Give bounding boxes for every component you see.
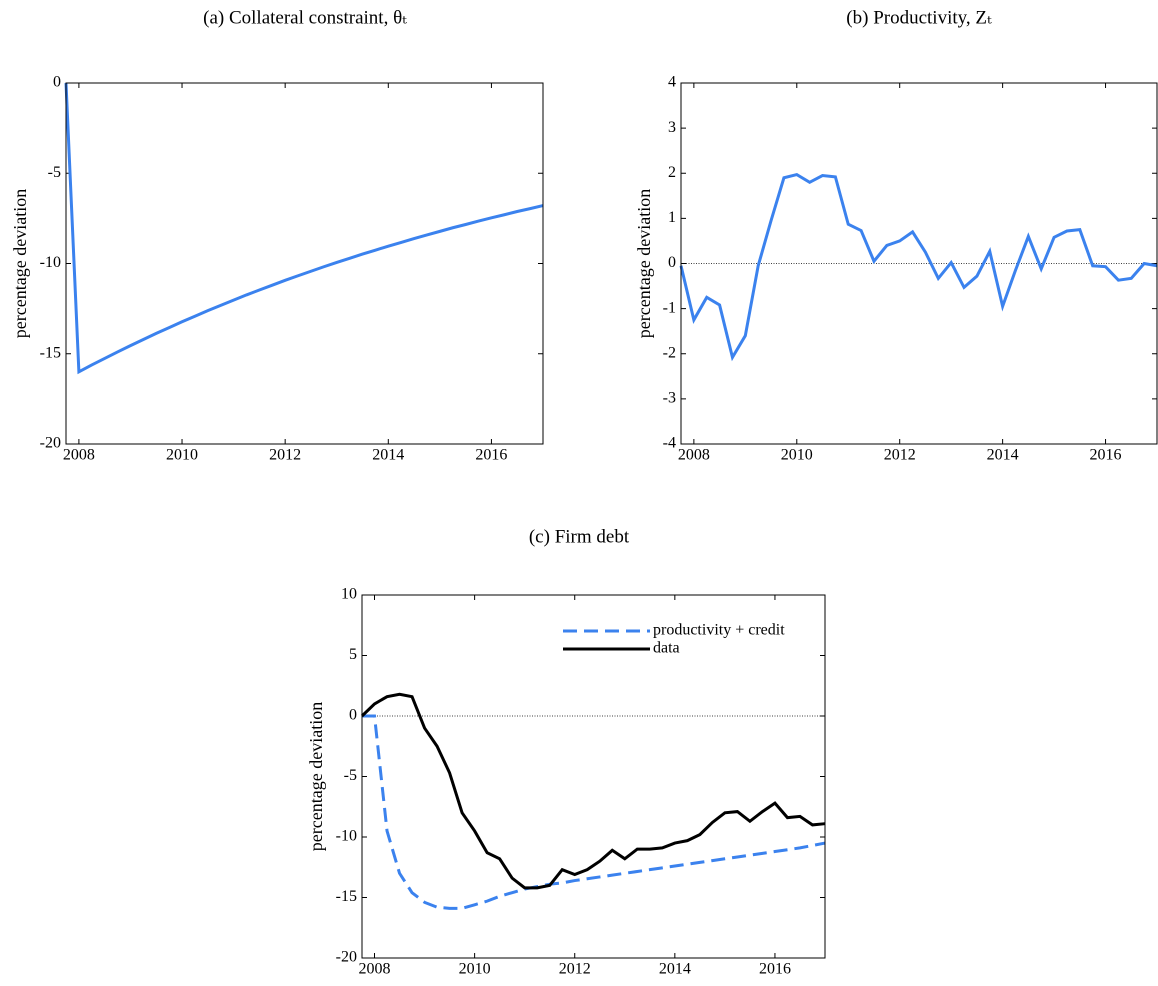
plot-frame (361, 594, 826, 959)
y-tick-label: -20 (336, 949, 357, 966)
plot-frame (65, 82, 544, 445)
series-line (360, 692, 826, 890)
x-tick-label: 2016 (759, 961, 791, 978)
y-tick-label: -10 (40, 254, 61, 271)
y-tick-label: -4 (663, 435, 676, 452)
panel-title: (a) Collateral constraint, θₜ (203, 7, 407, 28)
y-tick-label: -5 (48, 164, 61, 181)
x-tick-label: 2014 (659, 961, 691, 978)
x-tick-label: 2016 (475, 447, 507, 464)
y-tick-label: 10 (341, 586, 357, 603)
x-tick-label: 2008 (63, 447, 95, 464)
legend-label: productivity + credit (653, 622, 785, 639)
y-axis-label: percentage deviation (306, 702, 326, 851)
y-tick-label: 5 (349, 646, 357, 663)
series-line (362, 714, 826, 910)
panel-title: (c) Firm debt (529, 526, 630, 547)
y-tick-label: 4 (668, 74, 676, 91)
x-tick-label: 2008 (359, 961, 391, 978)
x-tick-label: 2010 (166, 447, 198, 464)
x-tick-label: 2010 (459, 961, 491, 978)
y-tick-label: -3 (663, 390, 676, 407)
y-tick-label: 2 (668, 164, 676, 181)
x-tick-label: 2010 (781, 447, 813, 464)
y-tick-label: 0 (349, 707, 357, 724)
y-tick-label: -20 (40, 435, 61, 452)
y-axis-label: percentage deviation (10, 189, 30, 338)
y-tick-label: 0 (668, 254, 676, 271)
x-tick-label: 2016 (1090, 447, 1122, 464)
y-tick-label: -2 (663, 344, 676, 361)
legend-label: data (653, 640, 680, 657)
y-tick-label: -15 (336, 888, 357, 905)
y-tick-label: 3 (668, 119, 676, 136)
x-tick-label: 2014 (372, 447, 404, 464)
y-tick-label: -15 (40, 344, 61, 361)
x-tick-label: 2012 (269, 447, 301, 464)
data-line (64, 82, 544, 375)
plot-frame (680, 82, 1158, 445)
x-tick-label: 2012 (884, 447, 916, 464)
y-tick-label: -1 (663, 299, 676, 316)
y-tick-label: 0 (53, 74, 61, 91)
panel-title: (b) Productivity, Zₜ (846, 7, 992, 28)
y-tick-label: -5 (344, 767, 357, 784)
y-axis-label: percentage deviation (634, 189, 654, 338)
x-tick-label: 2014 (987, 447, 1019, 464)
x-tick-label: 2008 (678, 447, 710, 464)
x-tick-label: 2012 (559, 961, 591, 978)
data-line (679, 172, 1158, 362)
y-tick-label: -10 (336, 828, 357, 845)
y-tick-label: 1 (668, 209, 676, 226)
